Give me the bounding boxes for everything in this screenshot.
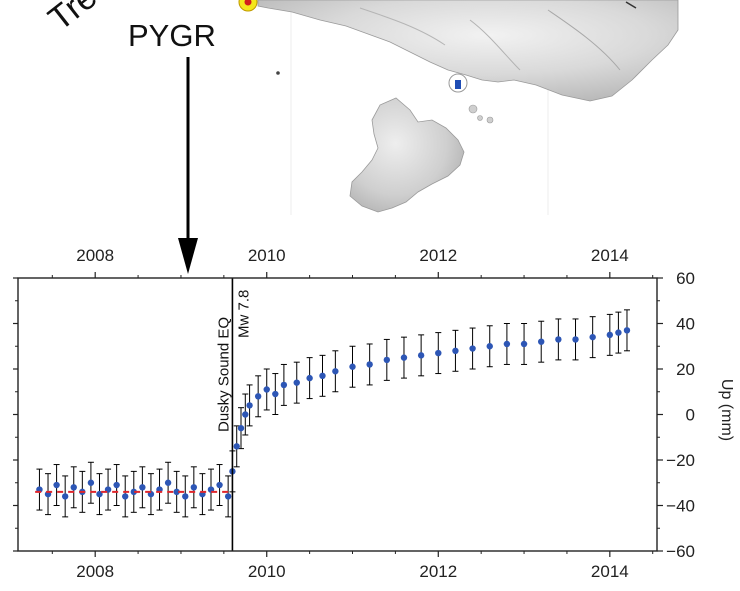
data-point [417, 352, 425, 359]
axes: 2008 2008 2010 2010 2012 2012 2014 2014 −60 −40 −2… [13, 246, 695, 581]
trench-label-partial: Tren [42, 0, 119, 38]
y-tick-label: 20 [676, 360, 695, 379]
data-point [224, 493, 232, 500]
map-coastline-island [349, 97, 465, 213]
data-point [263, 386, 270, 393]
data-point [173, 488, 180, 496]
data-point [246, 402, 253, 409]
data-point [435, 349, 442, 357]
data-point [319, 372, 326, 380]
data-point [606, 331, 614, 339]
data-point [237, 424, 245, 432]
data-point [306, 374, 313, 382]
map-relief-ridge [547, 9, 621, 71]
map-islet [468, 104, 478, 114]
map-coastline-mainland [257, 0, 679, 102]
data-point [555, 336, 562, 343]
data-point [486, 343, 493, 350]
data-point [293, 379, 300, 386]
data-point [349, 363, 356, 370]
data-point [623, 327, 631, 334]
data-point [182, 493, 189, 500]
data-point [164, 479, 172, 486]
x-tick-label: 2008 [76, 562, 114, 581]
data-point [503, 340, 511, 348]
data-point [520, 340, 528, 348]
tide-gauge-icon [448, 73, 468, 93]
y-tick-label: −60 [666, 542, 695, 561]
data-point [280, 381, 288, 389]
data-point [469, 345, 476, 352]
data-point [538, 338, 545, 345]
data-point [53, 481, 60, 489]
data-point [589, 333, 596, 341]
map-fault-trace [625, 1, 637, 9]
map-relief-ridge [469, 19, 521, 71]
map-panel [238, 0, 679, 215]
x-tick-label: 2014 [591, 562, 629, 581]
y-tick-label: −40 [666, 497, 695, 516]
x-tick-label: 2014 [591, 246, 629, 265]
data-point [130, 488, 137, 496]
data-point [242, 411, 249, 418]
data-point [87, 479, 95, 486]
station-arrow-head [178, 238, 198, 274]
x-tick-label: 2012 [419, 562, 457, 581]
x-tick-label: 2008 [76, 246, 114, 265]
data-point [452, 347, 459, 354]
y-tick-label: 0 [686, 406, 695, 425]
map-relief-ridge [359, 7, 446, 46]
data-point [615, 329, 622, 336]
data-point [272, 390, 279, 398]
map-islet [276, 71, 280, 75]
data-point [216, 481, 223, 489]
map-islet [486, 116, 494, 124]
y-axis-title: Up (mm) [718, 379, 735, 441]
event-label: Dusky Sound EQ [215, 317, 232, 432]
data-point [383, 356, 391, 364]
y-tick-label: −20 [666, 451, 695, 470]
data-point [139, 484, 146, 491]
data-point [400, 354, 408, 361]
data-point [233, 443, 240, 450]
data-point [366, 361, 373, 368]
x-tick-label: 2012 [419, 246, 457, 265]
data-point [122, 493, 129, 500]
data-point [96, 490, 103, 498]
station-label: PYGR [128, 18, 216, 53]
x-tick-label: 2010 [248, 246, 286, 265]
data-point [332, 368, 339, 375]
data-point [572, 336, 579, 343]
map-islet [477, 115, 483, 121]
data-point [70, 484, 77, 491]
data-point [113, 481, 120, 489]
data-point [190, 484, 198, 491]
x-tick-label: 2010 [248, 562, 286, 581]
event-sublabel: Mw 7.8 [235, 290, 252, 338]
data-point [61, 493, 69, 500]
y-tick-label: 60 [676, 269, 695, 288]
gps-station-icon [238, 0, 258, 12]
y-tick-label: 40 [676, 315, 695, 334]
data-point [254, 393, 262, 400]
